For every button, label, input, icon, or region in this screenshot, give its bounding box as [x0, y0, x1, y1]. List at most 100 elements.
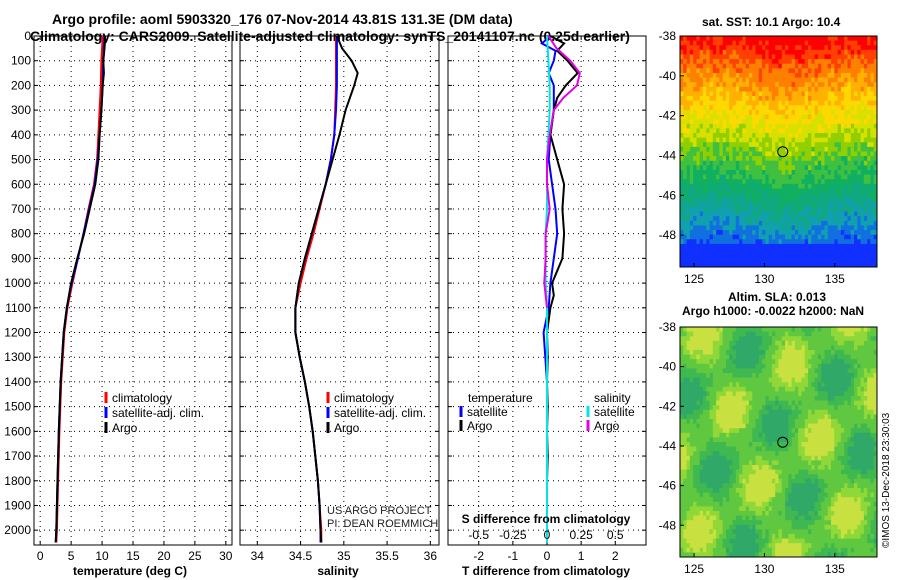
sst_map-cell — [716, 179, 720, 185]
sst_map-cell — [814, 137, 819, 143]
sst_map-cell — [788, 86, 793, 92]
sst_map-cell — [804, 105, 809, 111]
sst_map-cell — [794, 119, 799, 125]
sst_map-cell — [742, 202, 747, 208]
sla_map-cell — [686, 419, 691, 424]
sst_map-cell — [824, 193, 829, 199]
sst_map-cell — [716, 63, 720, 69]
sla_map-cell — [739, 386, 743, 392]
sst_map-cell — [850, 257, 855, 263]
sst_map-cell — [860, 169, 865, 175]
sst_map-cell — [844, 262, 848, 268]
sla_map-cell — [854, 382, 858, 388]
sst_map-cell — [712, 100, 717, 106]
sla_map-cell — [745, 442, 750, 447]
sst_map-cell — [702, 160, 707, 166]
sla_map-cell — [712, 354, 717, 360]
sst_map-cell — [850, 82, 855, 88]
sst_map-cell — [788, 128, 793, 134]
sla_map-cell — [689, 437, 694, 443]
sst_map-cell — [785, 59, 789, 65]
sst_map-cell — [808, 137, 812, 143]
sst_map-cell — [827, 257, 832, 263]
sla_map-cell — [739, 409, 743, 415]
sst_map-cell — [781, 220, 786, 226]
sla_map-cell — [680, 400, 684, 406]
sst_map-cell — [804, 72, 809, 78]
sla_map-cell — [748, 446, 753, 452]
sst_map-cell — [719, 96, 724, 102]
sla_map-cell — [739, 428, 743, 434]
sst_map-cell — [725, 40, 730, 46]
sla_map-cell — [752, 382, 756, 388]
sst_map-cell — [758, 197, 763, 203]
sst_map-cell — [788, 63, 793, 69]
sst_map-cell — [870, 156, 875, 162]
sla_map-cell — [725, 382, 730, 388]
sst_map-cell — [840, 49, 845, 55]
sst_map-cell — [824, 86, 829, 92]
sst_map-cell — [808, 146, 812, 152]
sla_map-cell — [827, 428, 832, 434]
sst_map-cell — [683, 174, 687, 180]
sst_map-cell — [791, 206, 796, 212]
sla_map-cell — [811, 419, 816, 424]
sst_map-cell — [702, 179, 707, 185]
sst_map-cell — [870, 72, 875, 78]
sst_map-cell — [725, 63, 730, 69]
sst_map-cell — [716, 220, 720, 226]
sst_map-cell — [702, 86, 707, 92]
sst_map-cell — [748, 257, 753, 263]
sst_map-cell — [808, 239, 812, 245]
sst_map-cell — [755, 36, 760, 42]
sst_map-cell — [854, 174, 858, 180]
sst_map-cell — [857, 239, 861, 245]
sla_map-cell — [788, 377, 793, 383]
sst_map-cell — [804, 142, 809, 148]
sst_map-cell — [847, 216, 852, 222]
sst_map-cell — [686, 257, 691, 263]
sst_map-cell — [794, 206, 799, 212]
sst_map-cell — [840, 206, 845, 212]
sst_map-cell — [739, 63, 743, 69]
sst_map-cell — [762, 146, 766, 152]
sla_map-cell — [719, 363, 724, 369]
sst_map-cell — [768, 243, 773, 249]
sst_map-cell — [725, 128, 730, 134]
sst_map-cell — [762, 72, 766, 78]
sla_map-cell — [775, 350, 779, 355]
sla_map-cell — [716, 331, 720, 337]
sst_map-cell — [768, 100, 773, 106]
sst_map-cell — [811, 100, 816, 106]
sst_map-cell — [742, 68, 747, 74]
sst_map-cell — [742, 169, 747, 175]
sst_map-cell — [863, 72, 868, 78]
sst_map-cell — [742, 174, 747, 180]
sla_map-cell — [729, 423, 733, 429]
sst_map-cell — [850, 86, 855, 92]
sla_map-cell — [686, 373, 691, 378]
sst_map-cell — [729, 105, 733, 111]
sla_map-cell — [712, 409, 717, 415]
sla_map-cell — [752, 419, 756, 424]
sst_map-cell — [686, 151, 691, 157]
sst_map-cell — [762, 86, 766, 92]
sst_map-cell — [725, 243, 730, 249]
sst_map-cell — [778, 54, 783, 60]
sst_map-cell — [831, 211, 835, 217]
sla_map-cell — [758, 423, 763, 429]
sst_map-cell — [686, 133, 691, 139]
sst_map-cell — [702, 183, 707, 189]
sst_map-cell — [870, 169, 875, 175]
sst_map-cell — [794, 54, 799, 60]
sst_map-cell — [847, 202, 852, 208]
sst_map-cell — [696, 211, 701, 217]
sst_map-cell — [752, 137, 756, 143]
sst_map-cell — [719, 253, 724, 259]
sla_map-cell — [801, 354, 806, 360]
sla_map-cell — [801, 377, 806, 383]
sst_map-cell — [860, 40, 865, 46]
sst_map-cell — [840, 248, 845, 254]
sla_map-cell — [831, 340, 835, 346]
sla_map-cell — [801, 345, 806, 351]
